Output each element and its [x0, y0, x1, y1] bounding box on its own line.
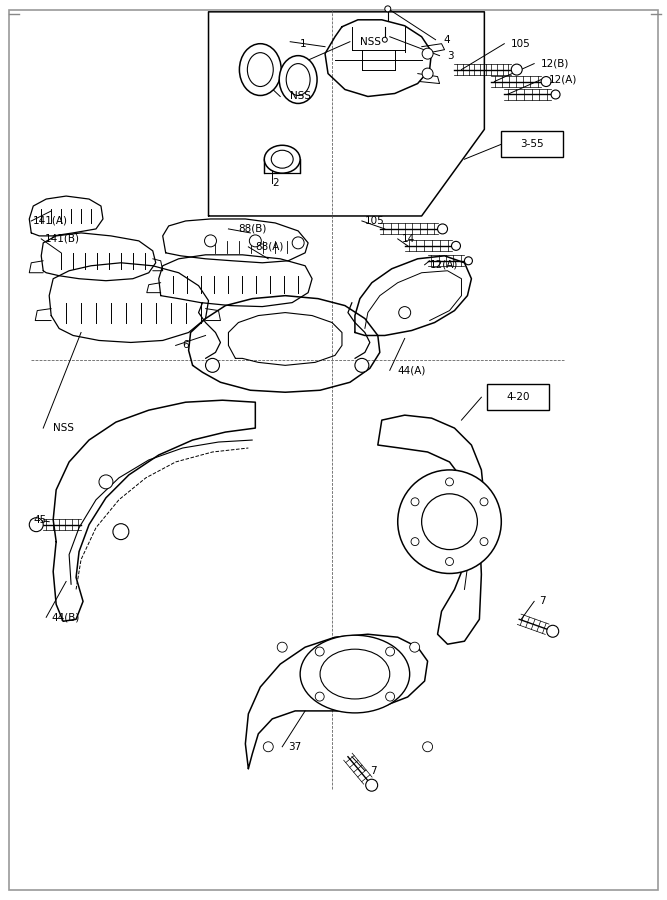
Circle shape: [547, 626, 559, 637]
Circle shape: [263, 742, 273, 751]
Circle shape: [480, 537, 488, 545]
Text: 141(A): 141(A): [33, 216, 68, 226]
Circle shape: [315, 647, 324, 656]
Circle shape: [205, 358, 219, 373]
Ellipse shape: [286, 64, 310, 95]
Ellipse shape: [247, 53, 273, 86]
Bar: [502, 131, 563, 158]
Circle shape: [398, 470, 502, 573]
Text: 7: 7: [539, 597, 546, 607]
Circle shape: [277, 643, 287, 652]
Text: 3: 3: [448, 50, 454, 60]
Circle shape: [541, 76, 551, 86]
Circle shape: [446, 478, 454, 486]
Text: 1: 1: [300, 39, 307, 49]
Ellipse shape: [279, 56, 317, 104]
Circle shape: [99, 475, 113, 489]
Circle shape: [452, 241, 460, 250]
Text: 14: 14: [402, 234, 415, 244]
Text: 6: 6: [183, 340, 189, 350]
Text: 88(B): 88(B): [238, 224, 267, 234]
Circle shape: [205, 235, 217, 247]
Text: 37: 37: [288, 742, 301, 751]
Text: 12(A): 12(A): [430, 260, 458, 270]
Circle shape: [29, 518, 43, 532]
Text: 141(B): 141(B): [45, 234, 80, 244]
Text: 3-55: 3-55: [520, 140, 544, 149]
Ellipse shape: [271, 150, 293, 168]
Circle shape: [423, 742, 433, 751]
Circle shape: [399, 307, 411, 319]
Text: 12(B): 12(B): [541, 58, 570, 68]
Text: 4-20: 4-20: [506, 392, 530, 402]
Text: 44(B): 44(B): [51, 612, 79, 622]
Text: 45: 45: [33, 515, 47, 525]
Text: 105: 105: [365, 216, 385, 226]
Text: NSS: NSS: [53, 423, 74, 433]
Text: NSS: NSS: [360, 37, 381, 47]
Bar: [488, 384, 549, 410]
Text: 12(A): 12(A): [549, 75, 578, 85]
Circle shape: [411, 537, 419, 545]
Circle shape: [464, 256, 472, 265]
Circle shape: [411, 498, 419, 506]
Ellipse shape: [320, 649, 390, 699]
Circle shape: [113, 524, 129, 540]
Circle shape: [422, 49, 433, 59]
Circle shape: [512, 64, 522, 75]
Text: 44(A): 44(A): [398, 365, 426, 375]
Ellipse shape: [264, 145, 300, 173]
Circle shape: [480, 498, 488, 506]
Circle shape: [385, 6, 391, 12]
Text: NSS: NSS: [290, 92, 311, 102]
Ellipse shape: [300, 635, 410, 713]
Circle shape: [422, 68, 433, 79]
Text: 105: 105: [512, 39, 531, 49]
Text: 7: 7: [370, 766, 376, 776]
Circle shape: [422, 494, 478, 550]
Circle shape: [386, 647, 395, 656]
Circle shape: [292, 237, 304, 248]
Circle shape: [386, 692, 395, 701]
Circle shape: [410, 643, 420, 652]
Text: 88(A): 88(A): [255, 242, 283, 252]
Circle shape: [438, 224, 448, 234]
Circle shape: [315, 692, 324, 701]
Circle shape: [551, 90, 560, 99]
Circle shape: [249, 235, 261, 247]
Ellipse shape: [239, 44, 281, 95]
Circle shape: [355, 358, 369, 373]
Text: 2: 2: [272, 178, 279, 188]
Text: 4: 4: [444, 35, 450, 45]
Circle shape: [446, 558, 454, 565]
Circle shape: [382, 37, 388, 42]
Circle shape: [366, 779, 378, 791]
